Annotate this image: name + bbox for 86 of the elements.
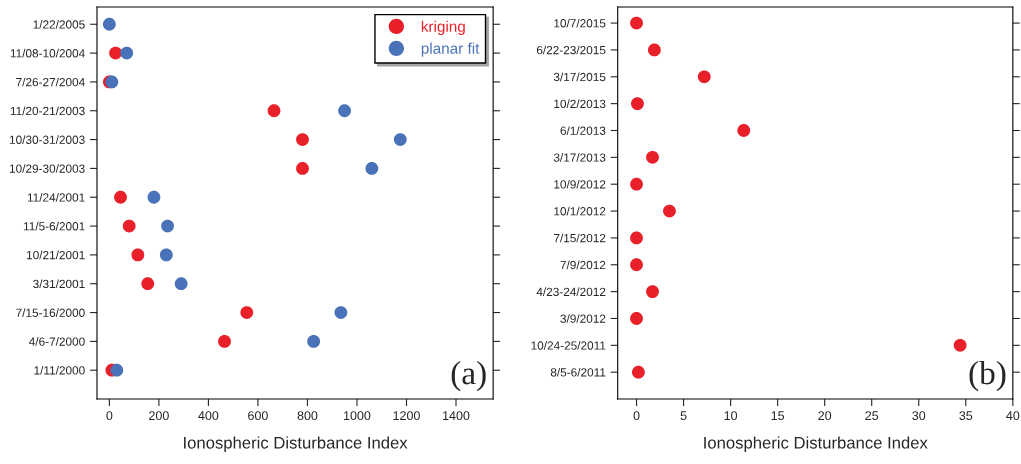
annotation: (b)	[969, 360, 1006, 392]
point	[131, 248, 145, 262]
y-tick-label: 10/30-31/2003	[9, 135, 85, 144]
y-tick-label: 10/21/2001	[27, 250, 85, 260]
x-tick-label: 1400	[443, 411, 470, 421]
point	[114, 190, 127, 204]
y-tick-label: 4/23-24/2012	[536, 287, 606, 297]
point	[296, 162, 309, 175]
x-tick-label: 1200	[393, 411, 420, 421]
x-tick-label: 600	[248, 411, 268, 421]
point	[393, 133, 407, 146]
point	[630, 231, 643, 245]
legend-label: planar fit	[421, 42, 480, 57]
point	[647, 43, 661, 57]
x-tick-label: 30	[912, 411, 926, 421]
point	[365, 162, 379, 175]
y-tick-label: 7/15/2012	[553, 233, 606, 243]
point	[631, 97, 644, 111]
legend-label: kriging	[421, 20, 465, 35]
y-tick-label: 11/24/2001	[27, 192, 85, 202]
y-tick-label: 10/7/2015	[554, 18, 606, 28]
y-tick-label: 10/2/2013	[554, 99, 606, 109]
y-tick-label: 3/31/2001	[33, 279, 85, 289]
y-tick-label: 1/22/2005	[33, 19, 85, 29]
x-tick-label: 10	[724, 411, 738, 421]
y-tick-label: 10/24-25/2011	[531, 341, 606, 350]
y-tick-label: 3/9/2012	[560, 314, 606, 323]
x-tick-label: 800	[297, 411, 318, 421]
annotation: (a)	[451, 360, 486, 392]
x-tick-label: 25	[865, 411, 879, 421]
x-tick-label: 200	[149, 411, 169, 421]
x-tick-label: 15	[771, 411, 785, 421]
point	[120, 46, 134, 60]
y-tick-label: 11/08-10/2004	[10, 48, 85, 58]
point	[697, 70, 711, 84]
x-tick-label: 1000	[344, 411, 371, 421]
x-tick-label: 0	[106, 411, 113, 421]
y-tick-label: 7/9/2012	[560, 260, 606, 270]
y-tick-label: 10/29-30/2003	[9, 164, 85, 173]
y-tick-label: 4/6-7/2000	[29, 337, 85, 346]
x-tick-label: 40	[1006, 411, 1020, 421]
point	[218, 334, 231, 348]
point	[267, 104, 281, 118]
y-tick-label: 11/20-21/2003	[10, 106, 85, 116]
y-tick-label: 6/1/2013	[560, 126, 606, 135]
x-tick-label: 5	[680, 411, 687, 421]
y-tick-label: 11/5-6/2001	[23, 221, 85, 231]
point	[161, 219, 174, 233]
point	[630, 312, 643, 325]
x-tick-label: 35	[959, 411, 973, 421]
point	[632, 365, 645, 379]
x-axis-title: Ionospheric Disturbance Index	[704, 436, 928, 452]
point	[663, 204, 676, 218]
y-tick-label: 6/22-23/2015	[536, 45, 606, 55]
point	[147, 190, 161, 204]
y-tick-label: 10/1/2012	[554, 206, 606, 216]
point	[110, 363, 124, 377]
point	[296, 133, 309, 146]
point	[646, 150, 659, 164]
x-tick-label: 20	[818, 411, 832, 421]
y-tick-label: 3/17/2013	[553, 153, 606, 162]
x-axis-title: Ionospheric Disturbance Index	[184, 436, 408, 452]
point	[307, 334, 321, 348]
x-tick-label: 0	[633, 411, 640, 421]
y-tick-label: 3/17/2015	[553, 72, 606, 82]
point	[240, 306, 254, 319]
y-tick-label: 7/15-16/2000	[16, 308, 85, 317]
point	[646, 285, 659, 299]
y-tick-label: 10/9/2012	[554, 179, 606, 189]
point	[953, 338, 967, 352]
point	[159, 248, 173, 262]
point	[737, 124, 751, 137]
point	[174, 277, 188, 291]
point	[334, 306, 348, 319]
x-tick-label: 400	[198, 411, 219, 421]
y-tick-label: 7/26-27/2004	[16, 77, 85, 87]
y-tick-label: 1/11/2000	[34, 365, 85, 375]
point	[122, 219, 136, 233]
point	[102, 17, 116, 31]
point	[141, 277, 155, 291]
point	[630, 16, 643, 30]
point	[338, 104, 351, 118]
point	[109, 46, 122, 60]
point	[630, 258, 643, 272]
point	[630, 177, 643, 191]
y-tick-label: 8/5-6/2011	[550, 367, 606, 377]
